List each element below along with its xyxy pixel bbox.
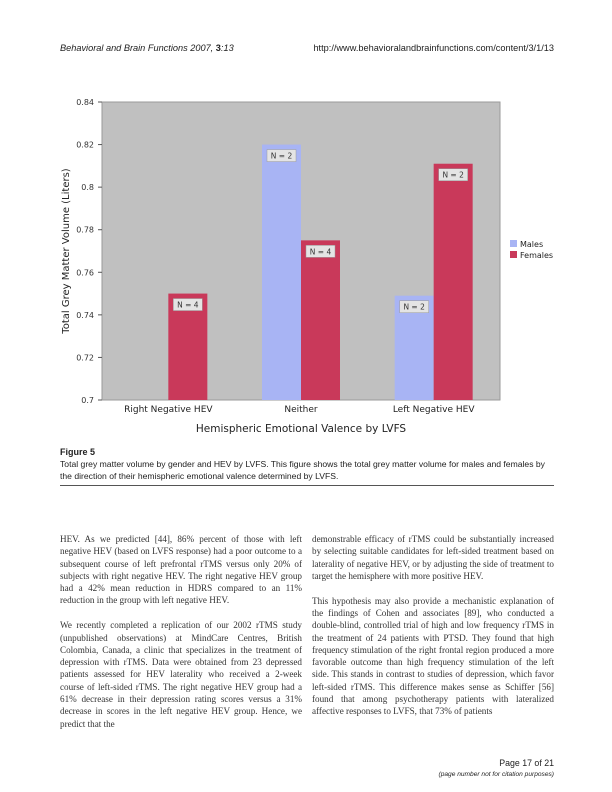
y-tick-label: 0.76 — [76, 268, 94, 277]
x-tick-label: Left Negative HEV — [393, 405, 475, 415]
y-axis-title: Total Grey Matter Volume (Liters) — [61, 168, 72, 334]
figure-caption: Total grey matter volume by gender and H… — [60, 459, 545, 481]
bar-data-label: N = 4 — [177, 301, 199, 310]
journal-article: :13 — [220, 43, 234, 53]
y-tick-label: 0.72 — [76, 353, 94, 362]
bar-label-box — [173, 298, 203, 311]
journal-year: 2007, — [187, 43, 216, 53]
body-column-right: demonstrable efficacy of rTMS could be s… — [312, 533, 554, 730]
x-axis-title: Hemispheric Emotional Valence by LVFS — [196, 423, 407, 435]
paragraph: This hypothesis may also provide a mecha… — [312, 595, 554, 717]
legend-swatch-males — [510, 240, 517, 247]
page-number: Page 17 of 21 — [499, 758, 554, 768]
bar-data-label: N = 2 — [271, 152, 293, 161]
x-tick-label: Neither — [284, 405, 318, 415]
running-header-journal: Behavioral and Brain Functions 2007, 3:1… — [60, 43, 234, 53]
bar-data-label: N = 2 — [403, 303, 425, 312]
paragraph: HEV. As we predicted [44], 86% percent o… — [60, 534, 302, 606]
bar-label-box — [438, 168, 468, 181]
legend-label-males: Males — [520, 240, 543, 249]
y-tick-label: 0.82 — [76, 141, 94, 150]
legend-label-females: Females — [520, 251, 553, 260]
journal-volume: 3 — [215, 43, 221, 53]
bar-males — [262, 144, 301, 400]
bar-label-box — [266, 149, 297, 162]
bar-data-label: N = 4 — [310, 247, 332, 256]
bar-males — [394, 295, 434, 400]
figure-label: Figure 5 — [60, 447, 96, 457]
y-tick-label: 0.8 — [81, 183, 94, 192]
y-tick-label: 0.84 — [76, 98, 94, 107]
body-column-left: HEV. As we predicted [44], 86% percent o… — [60, 533, 302, 742]
bar-females — [433, 163, 473, 400]
bar-females — [301, 240, 340, 400]
paragraph: We recently completed a replication of o… — [60, 620, 302, 729]
bar-label-box — [399, 300, 429, 313]
running-header-url[interactable]: http://www.behavioralandbrainfunctions.c… — [313, 43, 554, 53]
y-tick-label: 0.78 — [76, 226, 94, 235]
caption-rule — [60, 485, 554, 486]
bar-chart: 0.7 0.72 0.74 0.76 0.78 0.8 0.82 0.84 N = 4 Right… — [61, 98, 553, 435]
y-tick-label: 0.7 — [81, 396, 94, 405]
bar-females — [168, 293, 208, 400]
citation-note: (page number not for citation purposes) — [438, 771, 554, 778]
bar-label-box — [305, 245, 336, 258]
journal-name: Behavioral and Brain Functions — [60, 43, 188, 53]
x-tick-label: Right Negative HEV — [124, 405, 213, 415]
bar-data-label: N = 2 — [442, 171, 464, 180]
paragraph: demonstrable efficacy of rTMS could be s… — [312, 534, 554, 581]
legend-swatch-females — [510, 251, 517, 258]
y-tick-label: 0.74 — [76, 311, 94, 320]
